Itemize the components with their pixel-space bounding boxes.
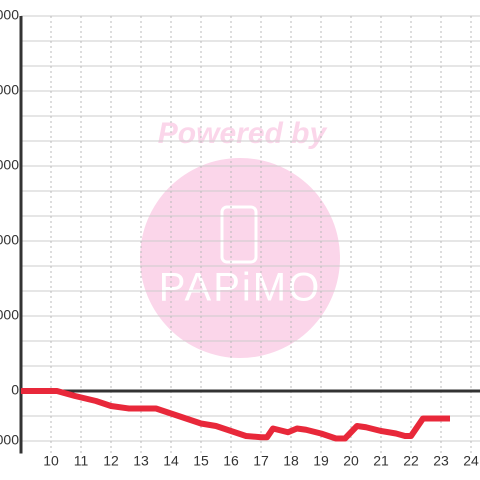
- watermark-logo: PAPiMO: [159, 266, 321, 310]
- x-tick-label: 10: [43, 453, 59, 469]
- x-tick-label: 22: [403, 453, 419, 469]
- x-tick-label: 15: [193, 453, 209, 469]
- watermark-text: Powered by: [158, 117, 328, 150]
- line: [21, 388, 450, 442]
- x-tick-label: 21: [373, 453, 389, 469]
- y-tick-label: 0: [11, 382, 19, 398]
- x-tick-label: 24: [463, 453, 479, 469]
- x-tick-label: 19: [313, 453, 329, 469]
- x-tick-label: 20: [343, 453, 359, 469]
- x-tick-label: 17: [253, 453, 269, 469]
- x-tick-label: 11: [74, 453, 89, 469]
- y-tick-label: 60,000: [0, 232, 19, 248]
- y-tick-label: 120,000: [0, 82, 19, 98]
- watermark-circle: [140, 158, 340, 358]
- y-tick-label: 90,000: [0, 157, 19, 173]
- y-tick-label: 150,000: [0, 7, 19, 23]
- x-tick-label: 18: [283, 453, 299, 469]
- x-tick-label: 23: [433, 453, 449, 469]
- x-tick-label: 13: [133, 453, 149, 469]
- y-tick-label: 30,000: [0, 307, 19, 323]
- x-tick-label: 16: [223, 453, 239, 469]
- x-tick-label: 14: [163, 453, 179, 469]
- watermark-phone: [220, 205, 258, 264]
- x-tick-label: 12: [103, 453, 119, 469]
- y-tick-label: -20,000: [0, 432, 19, 448]
